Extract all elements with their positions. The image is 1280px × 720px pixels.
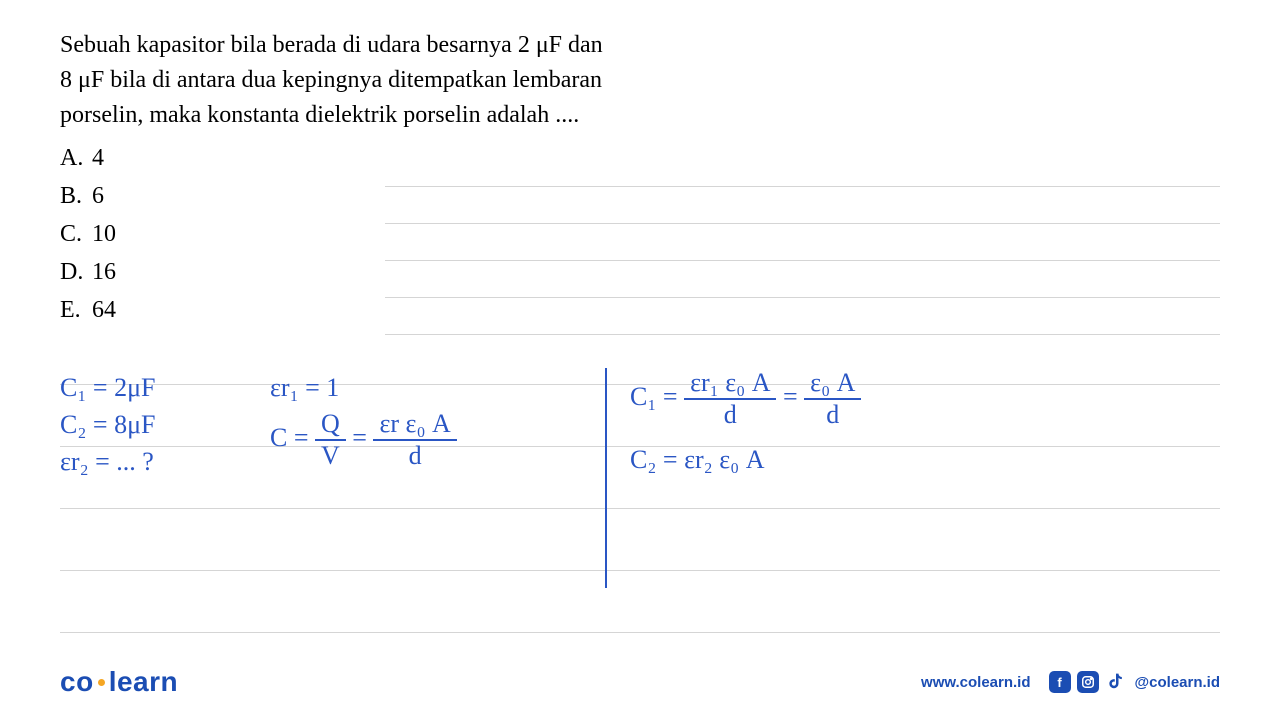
rule-line [385,260,1220,261]
question-line: Sebuah kapasitor bila berada di udara be… [60,28,760,63]
given-c2: C₂ = 8μF [60,407,155,442]
question-text: Sebuah kapasitor bila berada di udara be… [60,28,760,132]
footer: colearn www.colearn.id f @colearn.id [0,666,1280,698]
website-url: www.colearn.id [921,674,1030,691]
facebook-icon: f [1049,671,1071,693]
rule-line [385,334,1220,335]
social-handle: @colearn.id [1135,674,1220,691]
c1-derivation: C₁ = εr₁ ε₀ A d = ε₀ A d [630,370,861,428]
footer-right: www.colearn.id f @colearn.id [921,671,1220,693]
tiktok-icon [1105,671,1127,693]
given-c1: C₁ = 2μF [60,370,155,405]
derivation-column: C₁ = εr₁ ε₀ A d = ε₀ A d C₂ = εr₂ ε₀ A [630,370,861,479]
formula-column: εr₁ = 1 C = Q V = εr ε₀ A d [270,370,457,471]
social-icons: f @colearn.id [1049,671,1220,693]
rule-line [385,297,1220,298]
er1-value: εr₁ = 1 [270,370,457,405]
rule-line [60,508,1220,509]
fraction: εr₁ ε₀ A d [684,370,776,428]
rule-line [60,570,1220,571]
c2-derivation: C₂ = εr₂ ε₀ A [630,442,861,477]
rule-line [385,186,1220,187]
given-er2: εr₂ = ... ? [60,444,155,479]
fraction: ε₀ A d [804,370,861,428]
instagram-icon [1077,671,1099,693]
fraction: Q V [315,411,346,469]
logo-dot-icon [98,679,105,686]
rule-line [60,632,1220,633]
question-line: 8 μF bila di antara dua kepingnya ditemp… [60,63,760,98]
capacitance-formula: C = Q V = εr ε₀ A d [270,411,457,469]
rule-line [385,223,1220,224]
fraction: εr ε₀ A d [373,411,456,469]
given-values: C₁ = 2μF C₂ = 8μF εr₂ = ... ? [60,370,155,481]
brand-logo: colearn [60,666,178,698]
divider-line [605,368,607,588]
question-line: porselin, maka konstanta dielektrik pors… [60,98,760,133]
